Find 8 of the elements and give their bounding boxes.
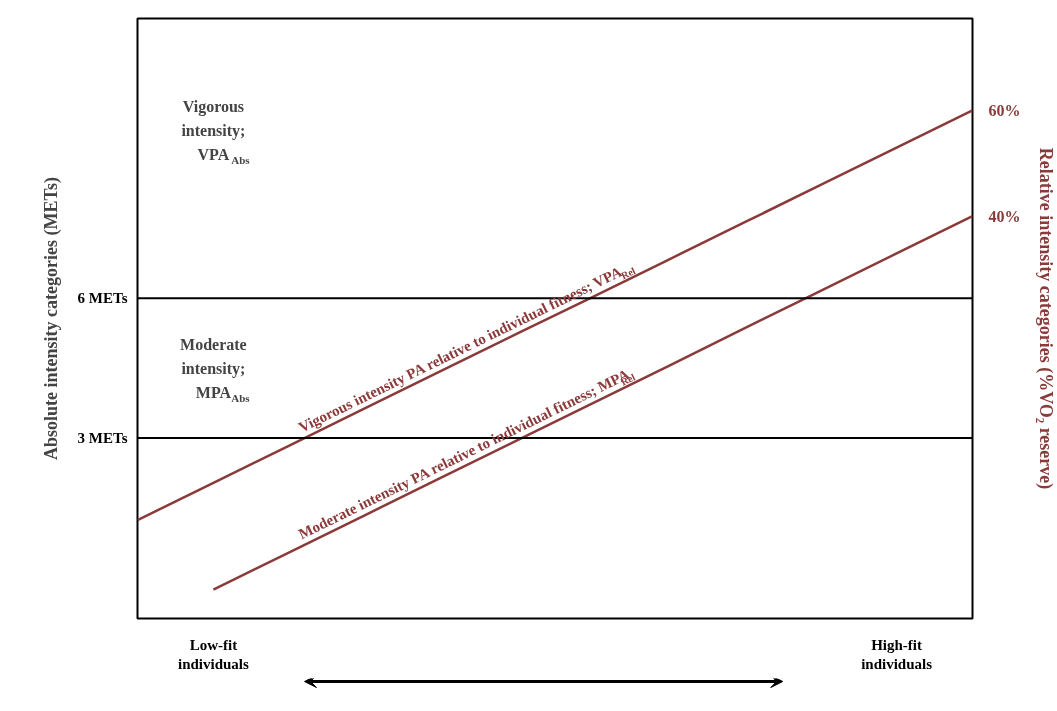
x-tick-label: High-fit individuals: [861, 636, 933, 672]
text: 60%: [988, 101, 1021, 119]
y-axis-title: Absolute intensity categories (METs): [40, 177, 62, 460]
text: 40%: [988, 207, 1021, 225]
y2-axis-title: Relative intensity categories (%VO₂ reserve): [1034, 147, 1056, 490]
x-tick-label: Low-fit individuals: [177, 636, 250, 672]
y-tick-label: 6 METs: [77, 290, 128, 307]
y-tick-label: 3 METs: [77, 430, 128, 447]
